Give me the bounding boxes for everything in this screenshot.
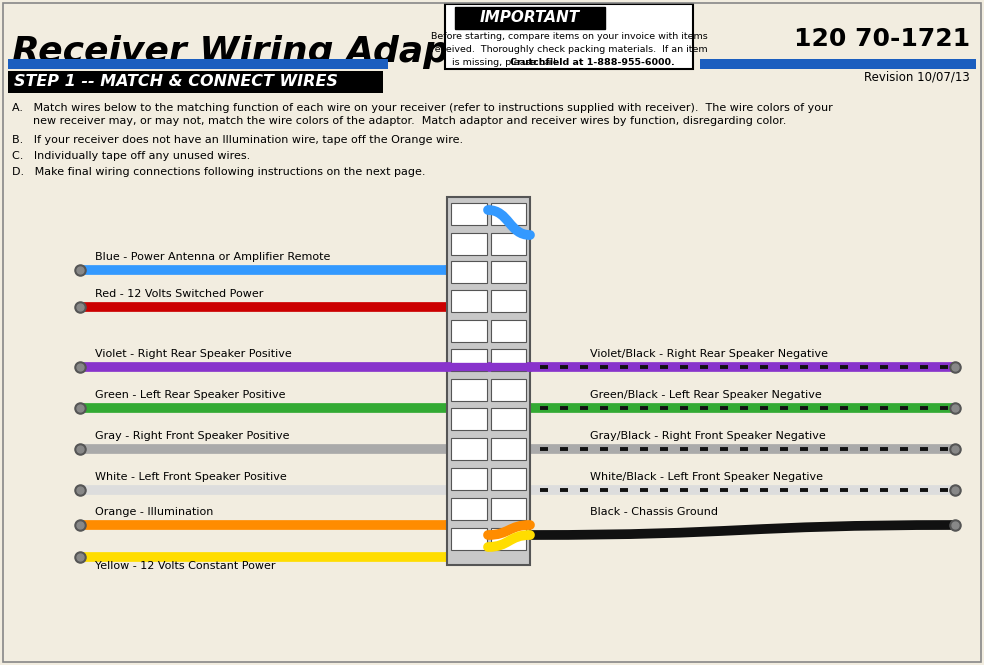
Text: Orange - Illumination: Orange - Illumination: [95, 507, 214, 517]
Text: new receiver may, or may not, match the wire colors of the adaptor.  Match adapt: new receiver may, or may not, match the …: [12, 116, 786, 126]
Text: D.   Make final wiring connections following instructions on the next page.: D. Make final wiring connections followi…: [12, 167, 425, 177]
Bar: [490, 233, 526, 255]
Text: Violet - Right Rear Speaker Positive: Violet - Right Rear Speaker Positive: [95, 349, 291, 359]
Text: Black - Chassis Ground: Black - Chassis Ground: [590, 507, 718, 517]
Bar: [490, 203, 526, 225]
Text: Before starting, compare items on your invoice with items: Before starting, compare items on your i…: [431, 32, 707, 41]
Bar: [447, 197, 530, 565]
Text: Green/Black - Left Rear Speaker Negative: Green/Black - Left Rear Speaker Negative: [590, 390, 822, 400]
Text: Violet/Black - Right Rear Speaker Negative: Violet/Black - Right Rear Speaker Negati…: [590, 349, 828, 359]
Bar: [490, 498, 526, 520]
Bar: [490, 528, 526, 550]
Text: Revision 10/07/13: Revision 10/07/13: [864, 71, 970, 84]
Bar: [451, 261, 486, 283]
Text: Receiver Wiring Adaptor: Receiver Wiring Adaptor: [12, 35, 509, 69]
Text: White - Left Front Speaker Positive: White - Left Front Speaker Positive: [95, 472, 286, 482]
Text: received.  Thoroughly check packing materials.  If an item: received. Thoroughly check packing mater…: [431, 45, 707, 54]
Bar: [700, 59, 976, 69]
Text: Green - Left Rear Speaker Positive: Green - Left Rear Speaker Positive: [95, 390, 285, 400]
Bar: [451, 438, 486, 460]
Bar: [451, 203, 486, 225]
Bar: [490, 320, 526, 342]
Text: Yellow - 12 Volts Constant Power: Yellow - 12 Volts Constant Power: [95, 561, 276, 571]
Bar: [490, 290, 526, 312]
Text: is missing, please call: is missing, please call: [452, 58, 559, 67]
Text: White/Black - Left Front Speaker Negative: White/Black - Left Front Speaker Negativ…: [590, 472, 823, 482]
Bar: [490, 379, 526, 401]
Bar: [451, 320, 486, 342]
Bar: [490, 468, 526, 490]
Bar: [451, 528, 486, 550]
Text: Blue - Power Antenna or Amplifier Remote: Blue - Power Antenna or Amplifier Remote: [95, 252, 331, 262]
Text: C.   Individually tape off any unused wires.: C. Individually tape off any unused wire…: [12, 151, 250, 161]
Bar: [451, 379, 486, 401]
Bar: [451, 498, 486, 520]
Bar: [451, 290, 486, 312]
Text: Red - 12 Volts Switched Power: Red - 12 Volts Switched Power: [95, 289, 264, 299]
Text: Crutchfield at 1-888-955-6000.: Crutchfield at 1-888-955-6000.: [510, 58, 675, 67]
Bar: [490, 349, 526, 371]
Bar: [490, 408, 526, 430]
Bar: [455, 7, 605, 29]
Text: B.   If your receiver does not have an Illumination wire, tape off the Orange wi: B. If your receiver does not have an Ill…: [12, 135, 463, 145]
Text: 120 70-1721: 120 70-1721: [794, 27, 970, 51]
Bar: [490, 438, 526, 460]
Text: A.   Match wires below to the matching function of each wire on your receiver (r: A. Match wires below to the matching fun…: [12, 103, 832, 113]
Bar: [490, 261, 526, 283]
Bar: [8, 71, 383, 93]
Text: STEP 1 -- MATCH & CONNECT WIRES: STEP 1 -- MATCH & CONNECT WIRES: [14, 74, 338, 90]
Bar: [445, 4, 693, 69]
Text: IMPORTANT: IMPORTANT: [480, 11, 580, 25]
Bar: [451, 349, 486, 371]
Bar: [451, 468, 486, 490]
Text: Gray - Right Front Speaker Positive: Gray - Right Front Speaker Positive: [95, 431, 289, 441]
Text: Gray/Black - Right Front Speaker Negative: Gray/Black - Right Front Speaker Negativ…: [590, 431, 826, 441]
Bar: [8, 59, 388, 69]
Bar: [451, 408, 486, 430]
Bar: [451, 233, 486, 255]
